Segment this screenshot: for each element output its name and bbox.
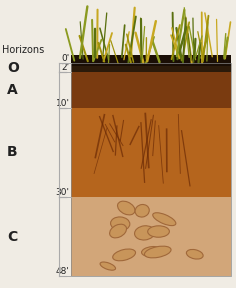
Ellipse shape	[100, 262, 116, 270]
Bar	[71, 72, 231, 108]
Bar	[71, 63, 231, 276]
Ellipse shape	[144, 246, 171, 258]
Ellipse shape	[186, 249, 203, 259]
Bar	[71, 197, 231, 276]
Bar	[71, 108, 231, 197]
Bar	[71, 63, 231, 72]
Ellipse shape	[142, 247, 162, 257]
Text: 30': 30'	[56, 187, 70, 197]
Bar	[71, 55, 231, 66]
Text: 2': 2'	[62, 63, 70, 72]
Text: A: A	[7, 83, 18, 97]
Ellipse shape	[135, 204, 149, 217]
Text: 48': 48'	[56, 268, 70, 276]
Ellipse shape	[113, 249, 135, 261]
Ellipse shape	[118, 201, 135, 215]
Ellipse shape	[153, 213, 176, 226]
Ellipse shape	[110, 224, 126, 238]
Text: O: O	[7, 61, 19, 75]
Ellipse shape	[135, 226, 155, 240]
Text: B: B	[7, 145, 18, 159]
Text: C: C	[7, 230, 17, 244]
Ellipse shape	[148, 226, 169, 237]
Text: Horizons: Horizons	[2, 45, 45, 55]
Text: 10': 10'	[56, 99, 70, 108]
Text: 0': 0'	[61, 54, 70, 63]
Ellipse shape	[111, 217, 130, 230]
